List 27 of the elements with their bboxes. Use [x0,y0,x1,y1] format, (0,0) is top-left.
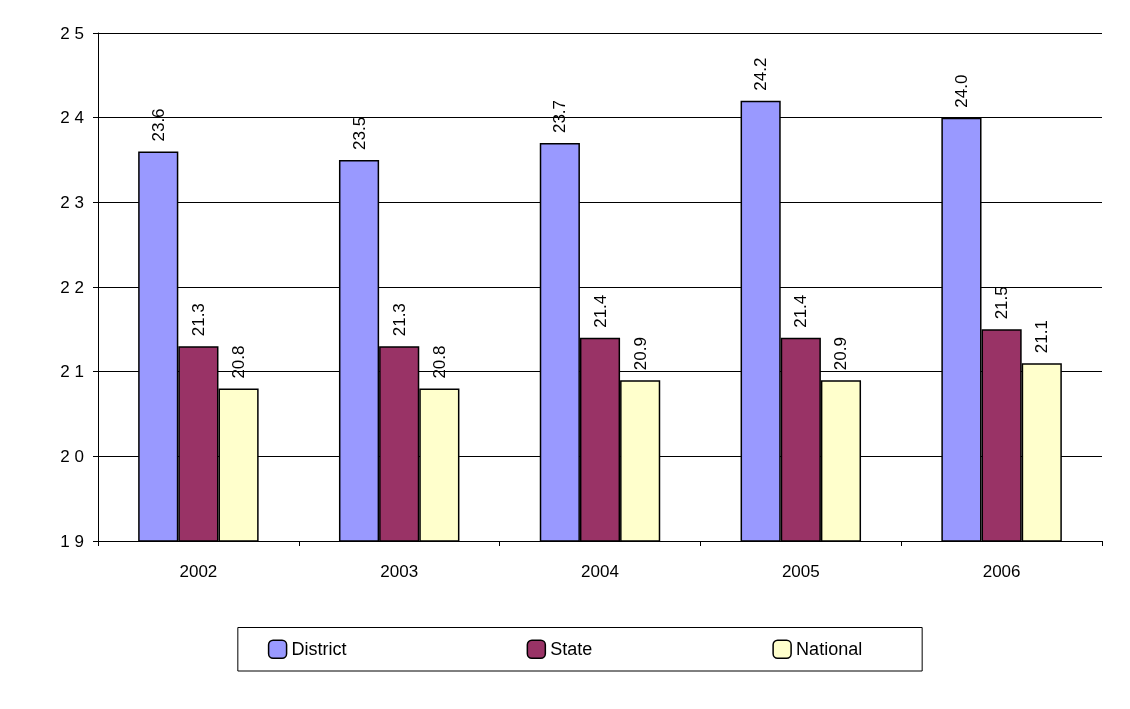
y-tick-label: 2 2 [60,277,84,297]
legend-label: District [291,639,347,660]
data-label: 21.3 [389,303,409,337]
y-tick-label: 1 9 [60,531,84,551]
x-tick-label: 2006 [982,562,1021,581]
y-tick-label: 2 0 [60,446,84,466]
x-tick-label: 2004 [581,562,619,581]
data-label: 20.9 [831,337,851,371]
data-label: 23.6 [148,108,168,142]
y-tick-label: 2 3 [60,192,84,212]
legend-label: National [796,639,863,660]
y-tick-label: 2 1 [60,362,84,382]
data-label: 20.9 [630,337,650,371]
data-label: 21.3 [188,303,208,337]
data-label: 24.2 [751,57,771,91]
data-label: 21.4 [590,294,610,328]
legend-label: State [550,639,593,660]
data-label: 21.4 [791,294,811,328]
data-label: 24.0 [951,74,971,108]
x-tick-label: 2002 [179,562,218,581]
y-tick-label: 2 4 [60,108,84,128]
data-label: 21.5 [992,286,1012,320]
x-tick-label: 2003 [380,562,419,581]
y-tick-label: 2 5 [60,23,84,43]
data-label: 23.5 [349,116,369,150]
x-tick-label: 2005 [781,562,820,581]
data-label: 21.1 [1032,320,1052,354]
